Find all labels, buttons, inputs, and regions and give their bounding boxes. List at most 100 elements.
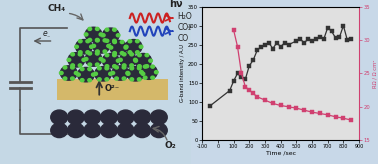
Circle shape	[86, 40, 90, 43]
Text: CH₄: CH₄	[48, 4, 66, 13]
Circle shape	[51, 110, 68, 124]
Circle shape	[67, 58, 71, 62]
Circle shape	[141, 65, 157, 79]
Circle shape	[96, 52, 99, 55]
Circle shape	[116, 34, 120, 37]
Circle shape	[102, 28, 119, 42]
Circle shape	[145, 65, 149, 68]
Circle shape	[88, 68, 91, 71]
Circle shape	[117, 110, 134, 124]
Circle shape	[119, 53, 136, 67]
Circle shape	[91, 73, 95, 76]
Circle shape	[88, 38, 91, 41]
Text: H₂O: H₂O	[178, 12, 192, 21]
Circle shape	[107, 44, 110, 48]
X-axis label: Time /sec: Time /sec	[266, 151, 296, 156]
Circle shape	[130, 53, 133, 56]
Circle shape	[134, 59, 138, 62]
Circle shape	[101, 110, 118, 124]
Circle shape	[88, 79, 91, 82]
Circle shape	[113, 54, 116, 57]
Circle shape	[155, 71, 158, 74]
Circle shape	[138, 65, 141, 68]
Circle shape	[138, 54, 141, 57]
Circle shape	[109, 72, 112, 75]
Circle shape	[134, 110, 150, 124]
Circle shape	[122, 66, 126, 69]
Circle shape	[84, 110, 101, 124]
Text: e: e	[42, 29, 47, 38]
Circle shape	[84, 123, 101, 138]
Text: CO: CO	[178, 34, 189, 43]
Circle shape	[130, 67, 134, 70]
Circle shape	[94, 72, 98, 75]
Circle shape	[86, 51, 90, 54]
Circle shape	[138, 67, 141, 70]
Circle shape	[128, 40, 132, 43]
Circle shape	[143, 65, 147, 68]
Circle shape	[84, 33, 88, 36]
Circle shape	[120, 51, 124, 55]
Circle shape	[150, 123, 167, 138]
Circle shape	[136, 51, 139, 54]
Circle shape	[88, 27, 91, 31]
Circle shape	[115, 77, 118, 80]
Circle shape	[143, 76, 147, 79]
Bar	[57, 79, 168, 100]
Circle shape	[133, 58, 137, 62]
Circle shape	[117, 123, 134, 138]
Circle shape	[115, 66, 118, 69]
Circle shape	[78, 64, 82, 67]
Circle shape	[113, 65, 116, 68]
Circle shape	[113, 41, 116, 44]
Circle shape	[113, 28, 116, 31]
Circle shape	[103, 39, 107, 42]
Circle shape	[149, 59, 152, 62]
Circle shape	[105, 39, 109, 42]
Circle shape	[82, 58, 85, 62]
Circle shape	[67, 123, 84, 138]
Circle shape	[141, 72, 145, 75]
Circle shape	[68, 53, 85, 67]
Circle shape	[96, 50, 99, 53]
Circle shape	[67, 110, 84, 124]
Circle shape	[77, 73, 80, 76]
Circle shape	[150, 110, 167, 124]
Circle shape	[99, 33, 103, 36]
Circle shape	[81, 79, 84, 82]
Circle shape	[122, 64, 126, 67]
Circle shape	[101, 123, 118, 138]
Circle shape	[105, 28, 109, 31]
Circle shape	[127, 67, 144, 81]
Circle shape	[112, 66, 129, 80]
Circle shape	[98, 67, 101, 70]
Circle shape	[124, 46, 128, 49]
Circle shape	[135, 53, 152, 68]
Circle shape	[139, 71, 143, 74]
Circle shape	[101, 59, 105, 62]
Circle shape	[63, 66, 67, 69]
Circle shape	[139, 45, 143, 48]
Circle shape	[90, 45, 93, 48]
Circle shape	[145, 54, 149, 57]
Circle shape	[111, 71, 115, 74]
Y-axis label: RΩ / Ω cm²: RΩ / Ω cm²	[373, 59, 378, 88]
Circle shape	[96, 63, 99, 66]
Circle shape	[96, 39, 99, 42]
Circle shape	[120, 41, 124, 44]
Circle shape	[81, 68, 84, 71]
Circle shape	[126, 71, 130, 74]
Circle shape	[124, 45, 128, 48]
Circle shape	[88, 63, 91, 66]
Circle shape	[105, 54, 109, 57]
Circle shape	[74, 71, 78, 74]
Circle shape	[113, 51, 116, 55]
Circle shape	[76, 40, 92, 54]
Circle shape	[138, 78, 141, 81]
Circle shape	[130, 78, 134, 81]
Circle shape	[93, 39, 110, 53]
Circle shape	[77, 67, 94, 82]
Circle shape	[151, 76, 155, 79]
Text: CO₂: CO₂	[178, 23, 192, 32]
Circle shape	[71, 53, 74, 56]
